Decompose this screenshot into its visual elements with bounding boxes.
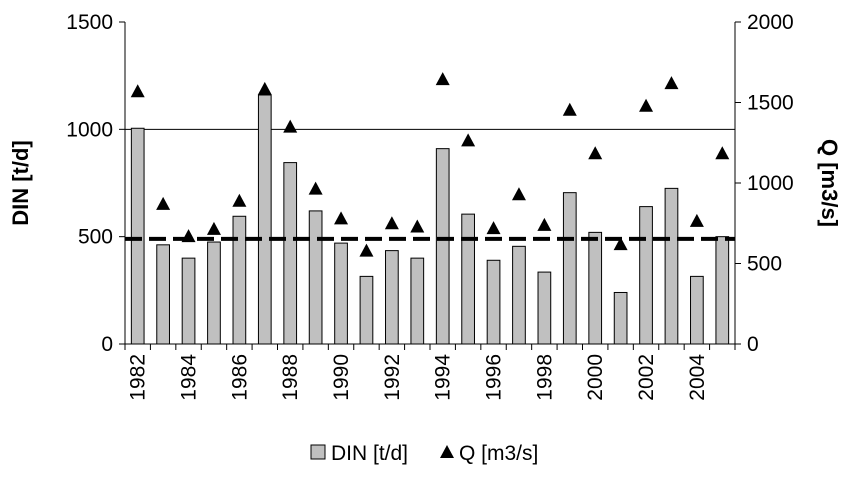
bar-1989 (308, 210, 323, 345)
marker-1992 (384, 216, 399, 230)
right-tick-label-2000: 2000 (747, 11, 794, 34)
marker-1983 (156, 196, 171, 210)
marker-2003 (664, 76, 679, 90)
bar-1992 (385, 250, 399, 345)
bar-series (130, 94, 730, 345)
x-tick-label-1994: 1994 (432, 354, 455, 401)
bar-2002 (639, 206, 653, 345)
bar-2000 (588, 231, 603, 345)
marker-1996 (486, 221, 501, 235)
bar-1998 (537, 271, 552, 345)
legend-bar-label: DIN [t/d] (331, 442, 408, 465)
x-tick-label-1990: 1990 (330, 354, 353, 401)
marker-series (130, 72, 730, 257)
legend: DIN [t/d] Q [m3/s] (310, 442, 538, 465)
marker-1984 (181, 229, 196, 243)
marker-2005 (715, 146, 730, 160)
x-axis-ticks: 1982 1984 1986 1988 1990 1992 1994 1996 1998 2000… (124, 344, 736, 401)
bar-1990 (334, 242, 348, 345)
y-axis-right-title: Q [m3/s] (817, 139, 842, 227)
left-tick-label-0: 0 (101, 333, 113, 356)
marker-1985 (206, 221, 221, 235)
marker-1988 (283, 119, 298, 133)
x-tick-label-2004: 2004 (686, 354, 709, 401)
left-axis-ticks: 0 500 1000 1500 (66, 11, 125, 356)
legend-bar-swatch (310, 444, 326, 460)
bar-1987 (257, 94, 272, 345)
marker-1987 (257, 81, 272, 95)
x-tick-label-1996: 1996 (483, 354, 506, 401)
bar-1988 (283, 162, 298, 345)
y-axis-left-title: DIN [t/d] (8, 140, 33, 226)
bar-1985 (207, 241, 221, 345)
bar-1995 (461, 213, 475, 345)
marker-2001 (613, 237, 628, 251)
marker-1997 (511, 187, 526, 201)
marker-1990 (334, 211, 349, 225)
bar-2005 (715, 236, 730, 345)
x-tick-label-2002: 2002 (635, 354, 658, 401)
bar-1983 (156, 244, 170, 345)
marker-1998 (537, 217, 552, 231)
legend-triangle-swatch (440, 445, 454, 458)
left-tick-label-500: 500 (78, 226, 113, 249)
left-tick-label-1000: 1000 (66, 118, 113, 141)
x-tick-label-1986: 1986 (228, 354, 251, 401)
bar-1999 (562, 192, 577, 345)
bar-1996 (486, 259, 501, 345)
right-axis-ticks: 0 500 1000 1500 2000 (735, 11, 794, 356)
marker-1994 (435, 72, 450, 86)
marker-1991 (359, 243, 374, 257)
right-tick-label-0: 0 (747, 333, 759, 356)
legend-triangle-label: Q [m3/s] (459, 442, 538, 465)
marker-1999 (562, 102, 577, 116)
bar-2001 (613, 291, 628, 345)
x-tick-label-1998: 1998 (533, 354, 556, 401)
marker-2000 (588, 146, 603, 160)
marker-1993 (410, 219, 425, 233)
right-tick-label-1500: 1500 (747, 92, 794, 115)
x-tick-label-2000: 2000 (584, 354, 607, 401)
marker-1989 (308, 181, 323, 195)
x-tick-label-1992: 1992 (381, 354, 404, 401)
bar-1993 (410, 257, 425, 345)
bar-1991 (359, 275, 374, 345)
bar-1986 (232, 215, 247, 345)
right-tick-label-500: 500 (747, 253, 782, 276)
bar-1982 (130, 127, 145, 345)
bar-1997 (512, 245, 526, 345)
marker-1982 (130, 84, 145, 98)
right-tick-label-1000: 1000 (747, 172, 794, 195)
marker-2002 (639, 98, 654, 112)
left-tick-label-1500: 1500 (66, 11, 113, 34)
bar-1994 (435, 148, 450, 345)
marker-2004 (689, 213, 704, 227)
x-tick-label-1988: 1988 (279, 354, 302, 401)
marker-1986 (232, 193, 247, 207)
x-tick-label-1982: 1982 (127, 354, 150, 401)
marker-1995 (461, 133, 476, 147)
x-tick-label-1984: 1984 (178, 354, 201, 401)
bar-2003 (664, 187, 679, 345)
bar-1984 (181, 257, 196, 345)
bar-2004 (690, 275, 704, 345)
